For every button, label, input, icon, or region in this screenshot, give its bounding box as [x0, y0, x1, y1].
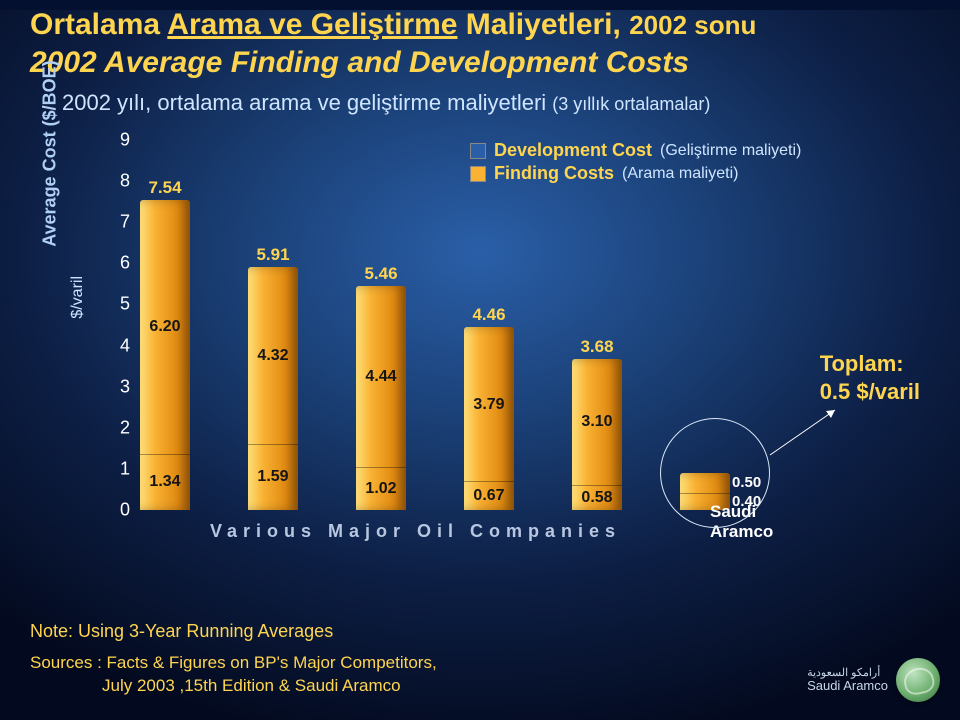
- bar-divider: [464, 481, 514, 482]
- slide-title: Ortalama Arama ve Geliştirme Maliyetleri…: [30, 8, 756, 42]
- subtitle-tr-paren: (3 yıllık ortalamalar): [552, 94, 710, 114]
- y-tick: 5: [100, 294, 130, 315]
- bar: [140, 200, 190, 510]
- bar-dev-value: 6.20: [130, 318, 200, 336]
- y-tick: 7: [100, 212, 130, 233]
- bar-dev-value: 3.10: [562, 413, 632, 431]
- subtitle-turkish: 2002 yılı, ortalama arama ve geliştirme …: [62, 90, 710, 116]
- saudi-aramco-logo: أرامكو السعودية Saudi Aramco: [807, 658, 940, 702]
- bar-divider: [572, 485, 622, 486]
- y-tick: 1: [100, 458, 130, 479]
- plot-area: 7.54 6.20 1.34 5.91 4.32 1.59 5.46 4.44 1.02 4.46…: [130, 140, 780, 510]
- sources-line-2: July 2003 ,15th Edition & Saudi Aramco: [102, 675, 437, 698]
- logo-mark-icon: [896, 658, 940, 702]
- y-tick: 4: [100, 335, 130, 356]
- bar-find-value: 0.58: [562, 489, 632, 507]
- bar: [464, 327, 514, 510]
- logo-english: Saudi Aramco: [807, 679, 888, 693]
- title-suffix: 2002 sonu: [629, 10, 756, 40]
- subtitle-english: 2002 Average Finding and Development Cos…: [30, 46, 689, 80]
- bar-find-value: 1.59: [238, 468, 308, 486]
- y-tick: 3: [100, 376, 130, 397]
- title-post: Maliyetleri,: [457, 8, 629, 41]
- y-tick: 0: [100, 500, 130, 521]
- bar-divider: [140, 454, 190, 455]
- bar-find-value: 0.67: [454, 487, 524, 505]
- bar-total-label: 3.68: [562, 337, 632, 357]
- bar-chart: Average Cost ($/BOE) $/varil 7.546.201.3…: [60, 130, 780, 550]
- bar-total-label: 5.46: [346, 264, 416, 284]
- bar-divider: [356, 467, 406, 468]
- bar-dev-value: 3.79: [454, 396, 524, 414]
- bar-total-label: 4.46: [454, 305, 524, 325]
- sources-line-1: Sources : Facts & Figures on BP's Major …: [30, 652, 437, 675]
- total-value: 0.5 $/varil: [820, 378, 920, 406]
- bar-find-value: 1.02: [346, 480, 416, 498]
- total-label: Toplam:: [820, 350, 920, 378]
- bar-dev-value: 4.44: [346, 368, 416, 386]
- subtitle-tr-pre: 2002 yılı, ortalama arama ve geliştirme …: [62, 90, 552, 115]
- x-axis-label-major: Various Major Oil Companies: [210, 521, 621, 542]
- note-text: Note: Using 3-Year Running Averages: [30, 621, 333, 642]
- y-tick: 6: [100, 253, 130, 274]
- sources-text: Sources : Facts & Figures on BP's Major …: [30, 652, 437, 698]
- bar: [572, 359, 622, 510]
- title-underline: Arama ve Geliştirme: [167, 8, 457, 41]
- bar-find-value: 1.34: [130, 473, 200, 491]
- y-axis-label-tr: $/varil: [69, 276, 87, 319]
- total-annotation: Toplam: 0.5 $/varil: [820, 350, 920, 405]
- y-tick: 9: [100, 130, 130, 151]
- logo-text-block: أرامكو السعودية Saudi Aramco: [807, 666, 888, 693]
- bar-divider: [680, 493, 730, 494]
- x-axis-label-saudi-aramco: Saudi Aramco: [710, 502, 780, 542]
- title-pre: Ortalama: [30, 8, 167, 41]
- bar-divider: [248, 444, 298, 445]
- y-tick: 8: [100, 171, 130, 192]
- bar-dev-value: 0.50: [732, 474, 761, 491]
- bar: [356, 286, 406, 510]
- y-axis-label-en: Average Cost ($/BOE): [40, 60, 61, 246]
- bar-total-label: 7.54: [130, 178, 200, 198]
- bar-total-label: 5.91: [238, 245, 308, 265]
- y-tick: 2: [100, 417, 130, 438]
- bar-dev-value: 4.32: [238, 347, 308, 365]
